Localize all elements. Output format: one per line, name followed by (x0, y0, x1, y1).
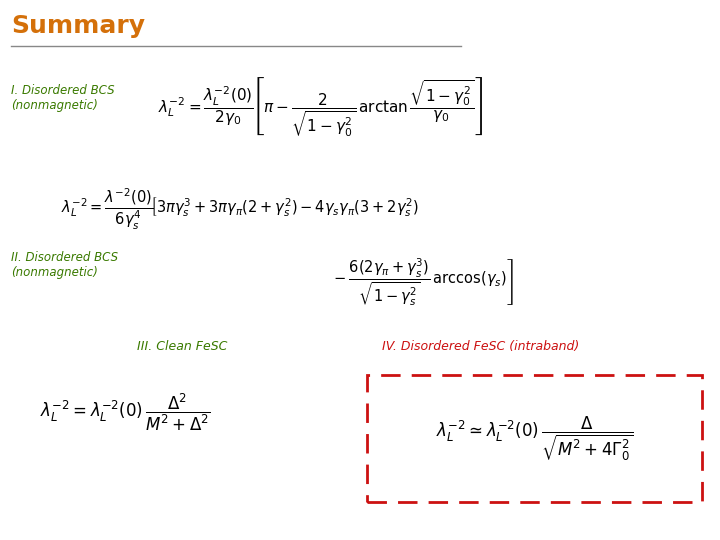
Text: IV. Disordered FeSC (intraband): IV. Disordered FeSC (intraband) (382, 340, 579, 353)
Text: II. Disordered BCS
(nonmagnetic): II. Disordered BCS (nonmagnetic) (11, 251, 118, 279)
FancyBboxPatch shape (367, 375, 702, 502)
Text: $\lambda_L^{-2} = \dfrac{\lambda^{-2}(0)}{6\gamma_s^4}\!\left[3\pi\gamma_s^3 + 3: $\lambda_L^{-2} = \dfrac{\lambda^{-2}(0)… (61, 186, 419, 232)
Text: $\left.- \dfrac{6(2\gamma_\pi + \gamma_s^3)}{\sqrt{1-\gamma_s^2}}\,\arccos(\gamm: $\left.- \dfrac{6(2\gamma_\pi + \gamma_s… (331, 256, 514, 308)
Text: III. Clean FeSC: III. Clean FeSC (137, 340, 228, 353)
Text: $\lambda_L^{-2} \simeq \lambda_L^{-2}(0)\,\dfrac{\Delta}{\sqrt{M^2 + 4\Gamma_0^2: $\lambda_L^{-2} \simeq \lambda_L^{-2}(0)… (436, 415, 633, 463)
Text: I. Disordered BCS
(nonmagnetic): I. Disordered BCS (nonmagnetic) (11, 84, 114, 112)
Text: $\lambda_L^{-2} = \lambda_L^{-2}(0)\,\dfrac{\Delta^2}{M^2 + \Delta^2}$: $\lambda_L^{-2} = \lambda_L^{-2}(0)\,\df… (40, 392, 210, 433)
Text: Summary: Summary (11, 14, 145, 37)
Text: $\lambda_L^{-2} = \dfrac{\lambda_L^{-2}(0)}{2\gamma_0}\!\left[\pi - \dfrac{2}{\s: $\lambda_L^{-2} = \dfrac{\lambda_L^{-2}(… (158, 76, 484, 139)
